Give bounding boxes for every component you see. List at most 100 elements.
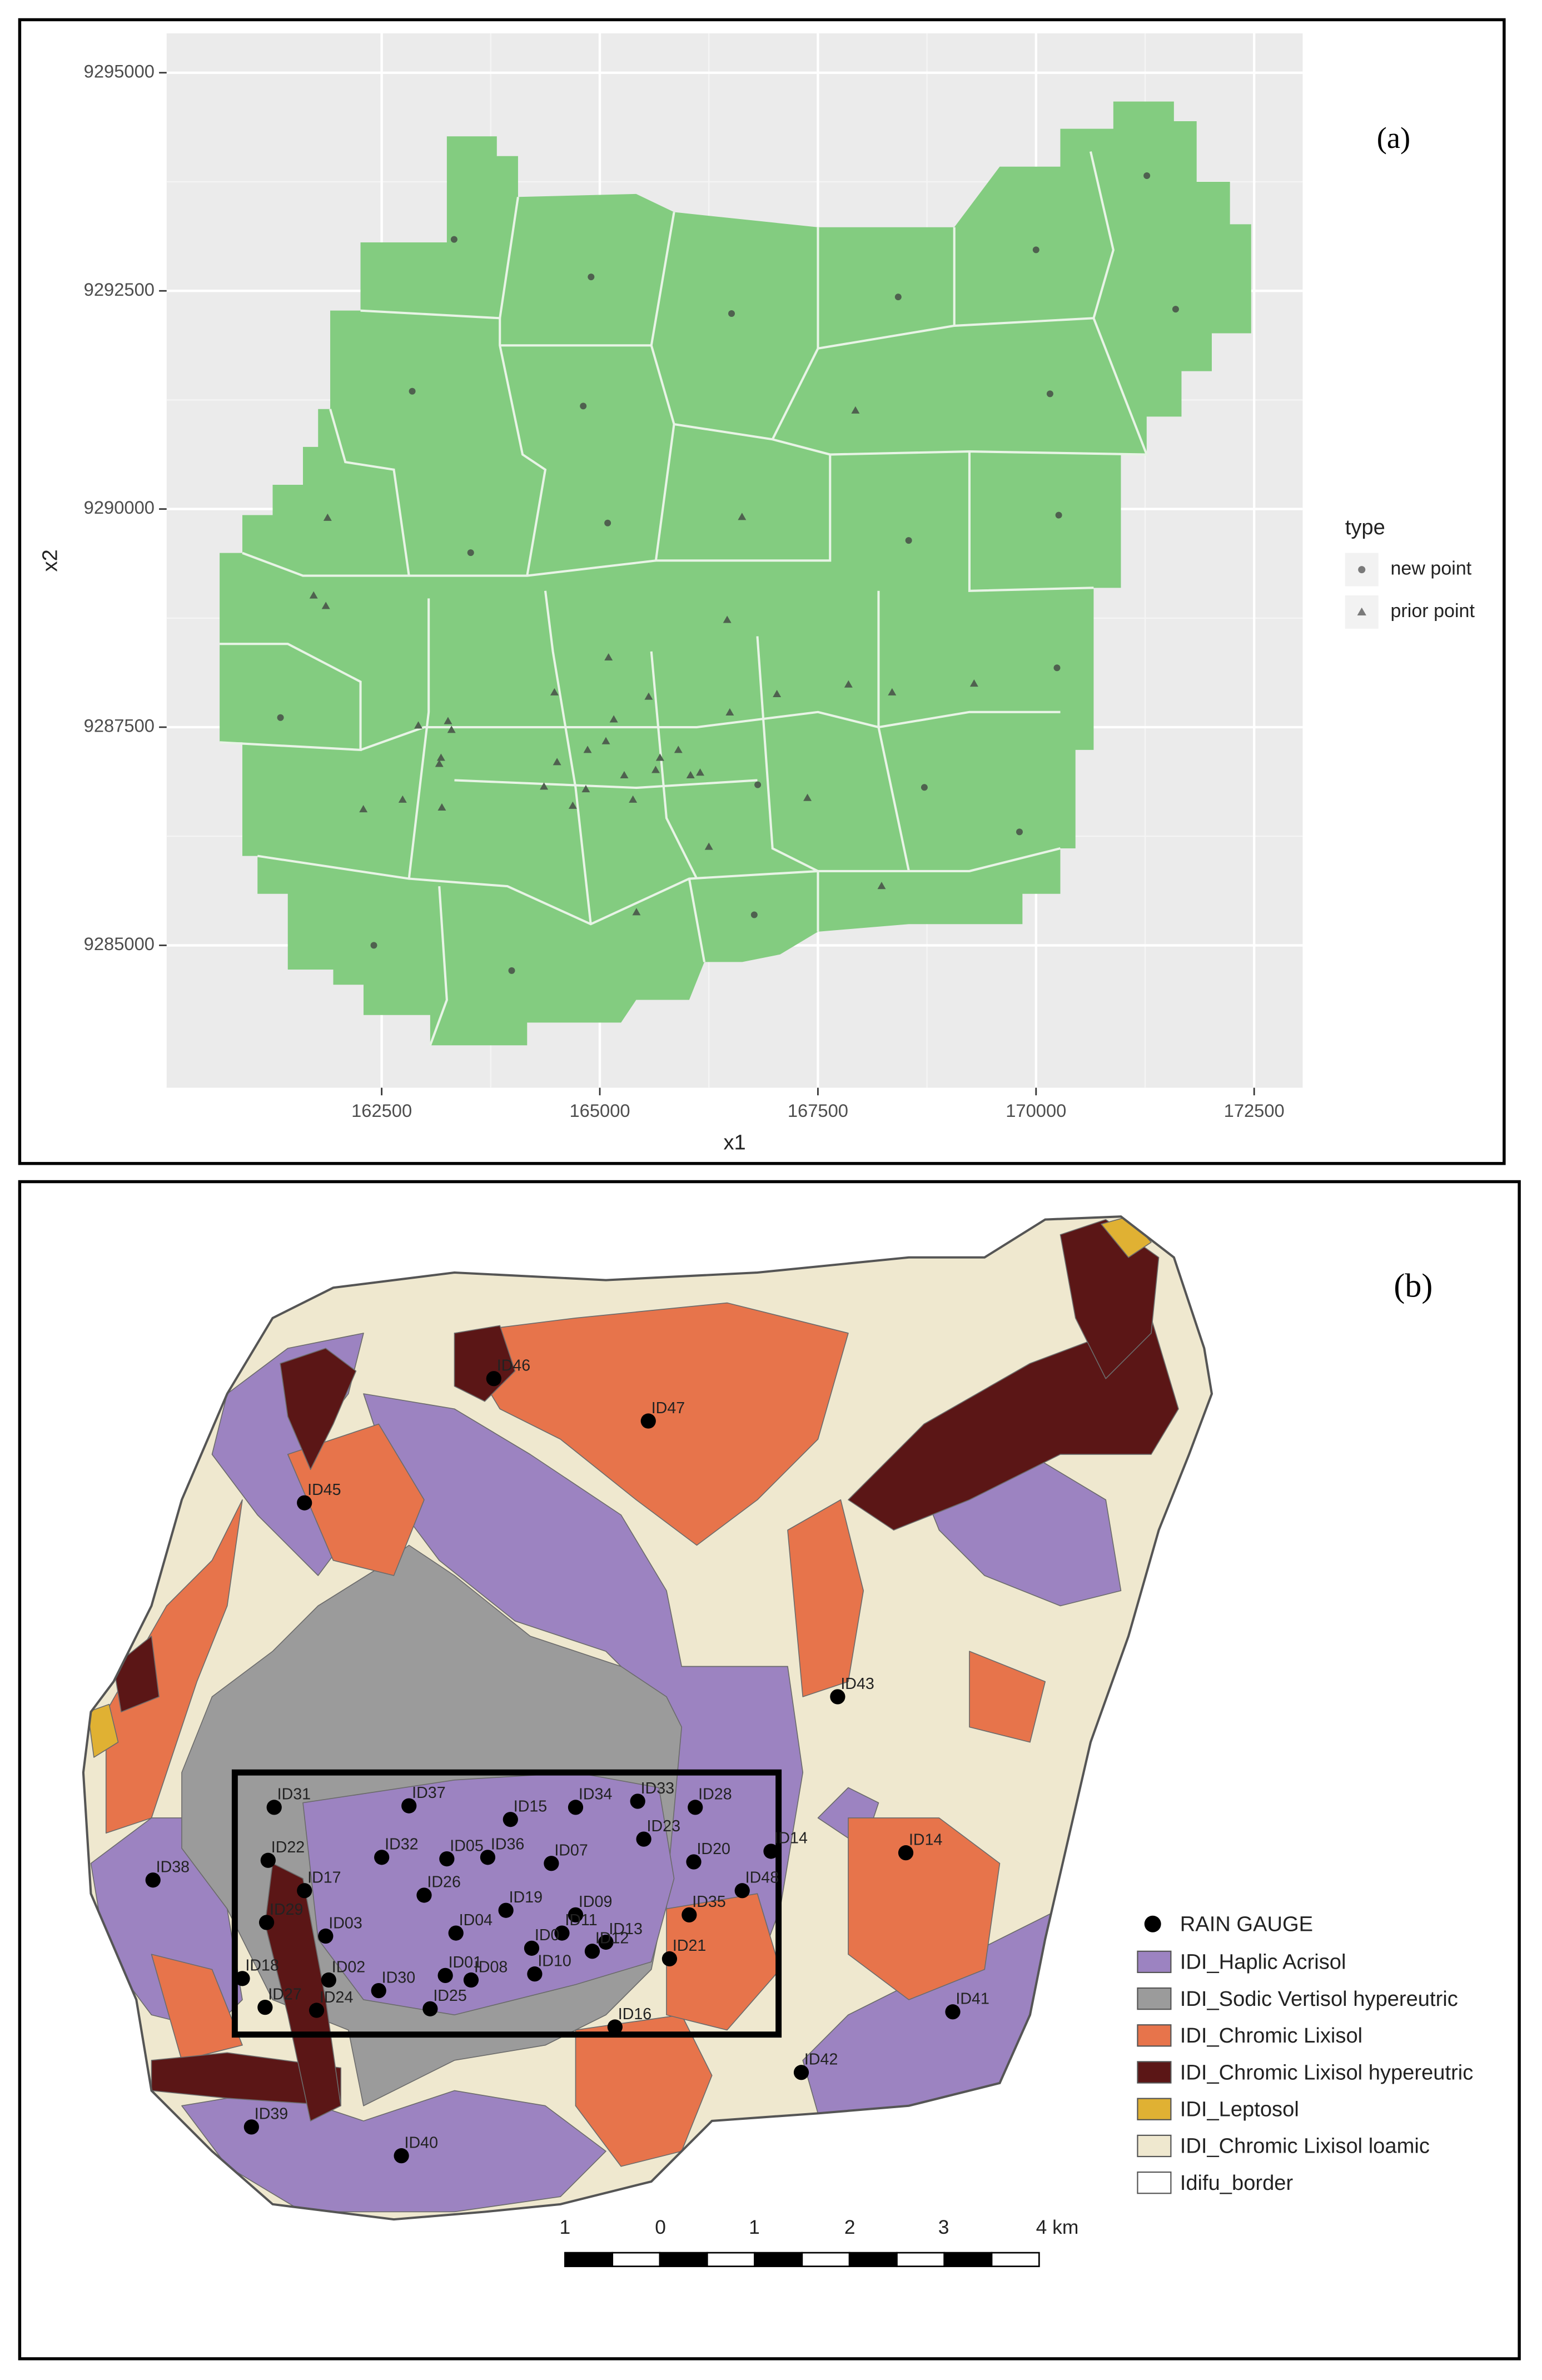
cell-border: [499, 318, 547, 576]
legend-title: RAIN GAUGE: [1180, 1912, 1313, 1936]
triangle-point: [773, 689, 782, 697]
triangle-point: [620, 771, 629, 778]
rain-gauge: [544, 1856, 559, 1871]
scale-label: 4 km: [1036, 2216, 1079, 2238]
cell-border: [329, 409, 410, 576]
triangle-point: [435, 759, 444, 767]
circle-point: [370, 942, 377, 949]
gauge-label: ID0: [535, 1926, 560, 1944]
soil-unit: [787, 1499, 864, 1697]
gauge-label: ID32: [385, 1836, 418, 1854]
y-tick-label: 9285000: [84, 933, 155, 954]
cell-border: [654, 424, 832, 562]
scale-label: 0: [655, 2216, 666, 2238]
y-tick-label: 9292500: [84, 279, 155, 300]
gauge-label: ID23: [647, 1817, 680, 1835]
rain-gauge: [439, 1851, 455, 1867]
study-border: [82, 1215, 1213, 2221]
triangle-point: [888, 688, 897, 695]
y-axis-label: x2: [38, 549, 62, 572]
rain-gauge: [568, 1907, 584, 1923]
circle-point: [588, 274, 595, 281]
gauge-label: ID26: [427, 1874, 460, 1891]
triangle-point: [447, 726, 456, 733]
x-tick-label: 172500: [1224, 1100, 1285, 1121]
rain-gauge: [630, 1793, 645, 1809]
circle-point: [754, 781, 762, 788]
circle-point: [604, 519, 611, 526]
circle-point: [1032, 246, 1039, 254]
rain-gauge: [607, 2019, 623, 2035]
triangle-point: [877, 882, 886, 890]
y-tick-label: 9287500: [84, 716, 155, 736]
rain-gauge: [437, 1967, 453, 1984]
rain-gauge: [243, 2119, 259, 2135]
soil-unit: [105, 1499, 243, 1834]
triangle-point: [414, 721, 423, 729]
legend-label: IDI_Haplic Acrisol: [1180, 1950, 1346, 1974]
rain-gauge: [686, 1854, 702, 1870]
triangle-point: [844, 680, 853, 688]
triangle-point: [674, 746, 683, 753]
gauge-label: ID47: [651, 1399, 685, 1417]
triangle-point: [651, 766, 660, 773]
triangle-point: [359, 805, 368, 813]
rain-gauge: [448, 1925, 464, 1941]
legend-label: prior point: [1391, 600, 1475, 622]
legend-swatch: [1137, 2134, 1172, 2158]
triangle-point: [738, 513, 747, 520]
scale-segment: [706, 2252, 755, 2267]
scale-label: 1: [749, 2216, 760, 2238]
rain-gauge: [498, 1902, 514, 1918]
circle-point: [894, 294, 902, 301]
circle-point: [1172, 306, 1179, 313]
triangle-point: [444, 717, 452, 724]
triangle-point: [803, 793, 812, 801]
gauge-label: ID21: [673, 1937, 706, 1955]
gauge-label: ID08: [474, 1958, 508, 1976]
gauge-label: ID20: [697, 1840, 730, 1858]
triangle-point: [323, 513, 332, 521]
rain-gauge: [321, 1972, 336, 1988]
x-tick-label: 162500: [351, 1100, 412, 1121]
gauge-label: ID46: [497, 1357, 530, 1375]
triangle-point: [398, 795, 407, 803]
soil-unit: [113, 1636, 160, 1713]
cell-border: [650, 651, 698, 880]
soil-map: [83, 1216, 1212, 2220]
gauge-label: ID30: [382, 1969, 415, 1986]
rain-gauge: [734, 1883, 750, 1899]
circle-point: [1055, 511, 1062, 519]
circle-point: [921, 784, 928, 791]
rain-gauge: [793, 2065, 809, 2080]
gauge-label: ID14: [909, 1831, 943, 1849]
panel-label: (b): [1394, 1268, 1432, 1304]
rain-gauge: [830, 1689, 845, 1705]
triangle-point: [725, 708, 734, 716]
cell-border: [220, 643, 362, 752]
cell-border: [772, 438, 1147, 456]
cell-border: [407, 598, 430, 879]
circle-point: [508, 967, 515, 974]
gauge-label: ID28: [698, 1786, 732, 1803]
gauge-label: ID36: [491, 1836, 524, 1854]
scale-segment: [801, 2252, 850, 2267]
gauge-label: ID25: [433, 1987, 466, 2005]
scale-label: 2: [844, 2216, 855, 2238]
circle-point: [728, 310, 735, 317]
gauge-label: ID45: [307, 1481, 341, 1499]
rain-gauge: [401, 1798, 417, 1813]
triangle-point: [581, 784, 590, 793]
rain-gauge: [297, 1883, 312, 1899]
rain-gauge: [266, 1800, 282, 1815]
y-tick-label: 9295000: [84, 61, 155, 81]
legend-label: Idifu_border: [1180, 2171, 1294, 2195]
triangle-point: [553, 758, 561, 766]
triangle-point: [655, 753, 664, 761]
gauge-label: ID33: [641, 1780, 674, 1797]
rain-gauge: [374, 1850, 390, 1865]
circle-point: [1358, 566, 1366, 574]
scale-segment: [659, 2252, 708, 2267]
rain-gauge: [486, 1371, 501, 1387]
